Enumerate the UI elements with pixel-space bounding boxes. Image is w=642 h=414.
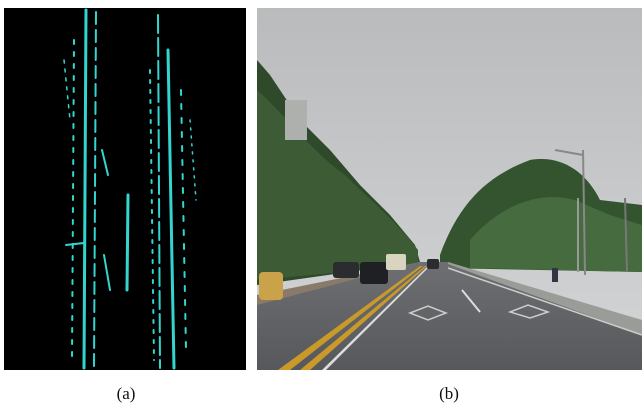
panel-label: (b) xyxy=(439,384,459,403)
panel-b-image xyxy=(257,8,642,370)
panel-a-image xyxy=(4,8,246,370)
panel-label: (a) xyxy=(117,384,136,403)
